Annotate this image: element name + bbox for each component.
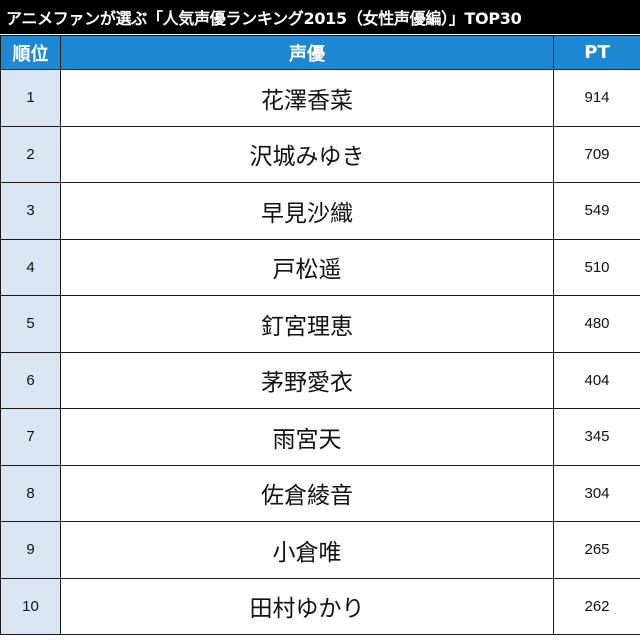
pt-cell: 510 [553,238,640,296]
table-header-row: 順位 声優 PT [0,35,640,70]
name-cell: 沢城みゆき [60,125,554,183]
table-row: 7 雨宮天 345 [0,408,640,466]
pt-cell: 345 [553,408,640,466]
rank-cell: 3 [0,182,61,240]
pt-cell: 404 [553,351,640,409]
pt-cell: 304 [553,464,640,522]
name-cell: 戸松遥 [60,238,554,296]
rank-cell: 9 [0,521,61,579]
page-title: アニメファンが選ぶ「人気声優ランキング2015（女性声優編）」TOP30 [0,0,640,34]
column-header-pt: PT [553,35,640,70]
table-row: 9 小倉唯 265 [0,521,640,579]
rank-cell: 2 [0,125,61,183]
table-row: 1 花澤香菜 914 [0,69,640,127]
name-cell: 早見沙織 [60,182,554,240]
rank-cell: 8 [0,464,61,522]
table-row: 3 早見沙織 549 [0,182,640,240]
name-cell: 田村ゆかり [60,577,554,635]
table-row: 8 佐倉綾音 304 [0,464,640,522]
pt-cell: 914 [553,69,640,127]
name-cell: 佐倉綾音 [60,464,554,522]
rank-cell: 10 [0,577,61,635]
table-row: 6 茅野愛衣 404 [0,351,640,409]
rank-cell: 5 [0,295,61,353]
table-row: 2 沢城みゆき 709 [0,125,640,183]
column-header-name: 声優 [60,35,554,70]
pt-cell: 709 [553,125,640,183]
table-row: 10 田村ゆかり 262 [0,577,640,635]
rank-cell: 6 [0,351,61,409]
rank-cell: 1 [0,69,61,127]
name-cell: 茅野愛衣 [60,351,554,409]
table-row: 5 釘宮理恵 480 [0,295,640,353]
column-header-rank: 順位 [0,35,61,70]
table-row: 4 戸松遥 510 [0,238,640,296]
name-cell: 釘宮理恵 [60,295,554,353]
pt-cell: 480 [553,295,640,353]
name-cell: 雨宮天 [60,408,554,466]
ranking-table: 順位 声優 PT 1 花澤香菜 914 2 沢城みゆき 709 3 早見沙織 5… [0,35,640,635]
name-cell: 小倉唯 [60,521,554,579]
pt-cell: 265 [553,521,640,579]
name-cell: 花澤香菜 [60,69,554,127]
rank-cell: 4 [0,238,61,296]
pt-cell: 549 [553,182,640,240]
rank-cell: 7 [0,408,61,466]
pt-cell: 262 [553,577,640,635]
